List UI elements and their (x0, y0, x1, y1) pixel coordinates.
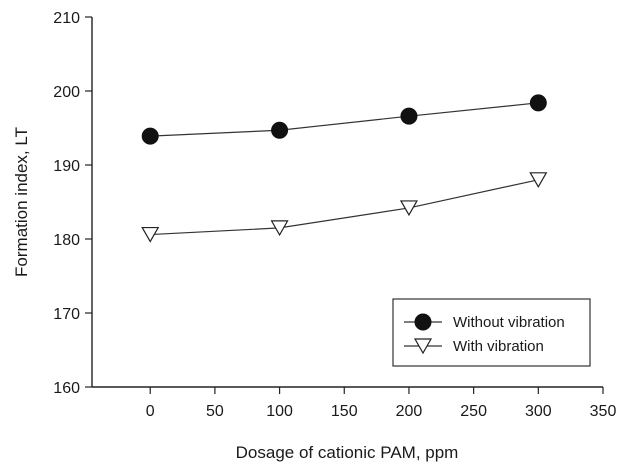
y-ticks: 160 170 180 190 200 210 (53, 10, 92, 397)
x-tick-label: 150 (331, 403, 358, 420)
data-point-without-vibration (400, 107, 418, 125)
x-tick-label: 50 (206, 403, 224, 420)
series-line-without-vibration (150, 102, 539, 137)
legend: Without vibration With vibration (392, 298, 591, 367)
x-tick-label: 200 (396, 403, 423, 420)
data-point-with-vibration (399, 200, 418, 217)
y-tick-label: 180 (53, 232, 80, 249)
y-tick-label: 210 (53, 10, 80, 27)
data-point-with-vibration (270, 220, 289, 237)
data-point-with-vibration (141, 226, 160, 243)
y-tick-label: 190 (53, 158, 80, 175)
legend-label-with-vibration: With vibration (453, 338, 544, 355)
x-tick-label: 250 (460, 403, 487, 420)
y-tick-label: 160 (53, 380, 80, 397)
data-point-without-vibration (529, 94, 547, 112)
x-tick-label: 0 (146, 403, 155, 420)
series-group (141, 94, 548, 243)
data-point-with-vibration (529, 172, 548, 189)
y-tick-label: 170 (53, 306, 80, 323)
y-tick-label: 200 (53, 84, 80, 101)
y-axis-label: Formation index, LT (12, 127, 31, 277)
series-line-with-vibration (150, 179, 539, 236)
x-tick-label: 300 (525, 403, 552, 420)
data-point-without-vibration (271, 121, 289, 139)
legend-marker-with-vibration (413, 338, 433, 355)
legend-label-without-vibration: Without vibration (453, 314, 565, 331)
data-point-without-vibration (141, 127, 159, 145)
axes (91, 17, 603, 388)
x-tick-label: 350 (590, 403, 617, 420)
x-ticks: 0 50 100 150 200 250 300 350 (146, 387, 617, 420)
legend-box (392, 298, 591, 367)
x-tick-label: 100 (266, 403, 293, 420)
x-axis-label: Dosage of cationic PAM, ppm (236, 443, 459, 462)
legend-marker-without-vibration (414, 313, 432, 331)
